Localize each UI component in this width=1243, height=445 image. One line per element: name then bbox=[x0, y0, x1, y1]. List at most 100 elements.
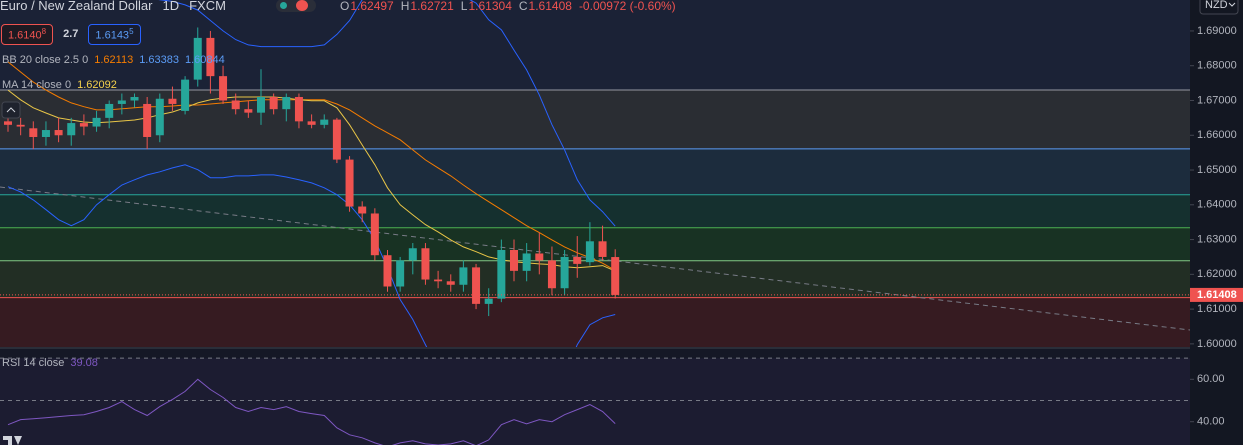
candle-body bbox=[16, 124, 25, 127]
level-fills bbox=[0, 0, 1190, 347]
level-fill bbox=[0, 227, 1190, 261]
candle-body bbox=[269, 97, 278, 110]
candle-body bbox=[484, 298, 493, 304]
candle-body bbox=[497, 249, 506, 299]
bb-basis-value: 1.62113 bbox=[94, 54, 134, 66]
ohlc-value: 1.62721 bbox=[410, 0, 454, 13]
spread: 2.7 bbox=[63, 28, 79, 41]
collapse-button[interactable] bbox=[1, 101, 21, 119]
collapse-icon bbox=[6, 107, 16, 113]
rsi-band-fill bbox=[0, 358, 1190, 445]
ohlc-value: 1.61304 bbox=[468, 0, 512, 13]
rsi-line bbox=[7, 378, 616, 445]
bb-legend: BB 20 close 2.5 0 1.62113 1.63383 1.6084… bbox=[2, 54, 231, 66]
candle-body bbox=[585, 241, 594, 263]
bid-pip: 8 bbox=[41, 27, 47, 36]
status-pill[interactable] bbox=[275, 0, 316, 12]
candle-body bbox=[219, 76, 228, 101]
candle-body bbox=[547, 260, 556, 289]
y-tick-label: 1.64000 bbox=[1197, 199, 1237, 211]
candle-body bbox=[598, 241, 607, 257]
candle-body bbox=[4, 121, 12, 125]
candle-body bbox=[408, 248, 417, 261]
dropdown-chevron bbox=[1228, 2, 1236, 7]
candle-body bbox=[155, 98, 164, 136]
level-fill bbox=[0, 90, 1190, 149]
candle-body bbox=[472, 267, 481, 304]
candle-body bbox=[54, 130, 63, 136]
ohlc-legend: O 1.62497 H 1.62721 L 1.61304 C 1.61408 -0.0… bbox=[340, 0, 683, 13]
candle-body bbox=[307, 121, 316, 125]
candle-body bbox=[459, 267, 468, 285]
ohlc-key: O bbox=[340, 0, 350, 13]
rsi-legend: RSI 14 close 39.08 bbox=[2, 357, 104, 369]
candle-body bbox=[370, 213, 379, 256]
source: FXCM bbox=[189, 0, 226, 13]
ask: 1.6143 bbox=[95, 29, 130, 42]
candle-body bbox=[421, 248, 430, 280]
y-tick-label: 1.63000 bbox=[1197, 233, 1237, 245]
candle-body bbox=[193, 37, 202, 80]
candle-body bbox=[396, 260, 405, 287]
level-fill bbox=[0, 148, 1190, 195]
rsi-tick-label: 40.00 bbox=[1197, 416, 1225, 428]
event-dot bbox=[295, 0, 308, 11]
ma-value: 1.62092 bbox=[77, 79, 117, 91]
y-tick-label: 1.68000 bbox=[1197, 60, 1237, 72]
y-tick-label: 1.61000 bbox=[1197, 303, 1237, 315]
candle-body bbox=[611, 257, 620, 295]
price-axis: 1.69000 1.68000 1.67000 1.66000 1.65000 1.640… bbox=[1190, 25, 1243, 428]
level-fill bbox=[0, 260, 1190, 298]
candle-body bbox=[117, 100, 126, 104]
candle-body bbox=[535, 253, 544, 261]
ohlc-key: C bbox=[518, 0, 528, 13]
ma-legend: MA 14 close 0 1.62092 bbox=[2, 79, 123, 91]
buy-button[interactable]: 1.61435 bbox=[88, 24, 141, 45]
candle-body bbox=[560, 256, 569, 289]
rsi-tick-label: 60.00 bbox=[1197, 373, 1225, 385]
bid: 1.6140 bbox=[8, 29, 42, 42]
market-dot bbox=[279, 2, 287, 9]
y-tick-label: 1.69000 bbox=[1197, 25, 1237, 37]
trade-buttons: 1.61408 2.7 1.61435 bbox=[1, 24, 141, 45]
bb-lower-value: 1.60844 bbox=[184, 54, 225, 66]
candle-body bbox=[522, 253, 531, 271]
candle-body bbox=[206, 37, 215, 77]
y-tick-label: 1.67000 bbox=[1197, 94, 1237, 106]
candle-body bbox=[320, 119, 329, 125]
candle-body bbox=[105, 103, 114, 118]
candle-body bbox=[434, 279, 443, 282]
symbol-title: Euro / New Zealand Dollar bbox=[0, 0, 153, 13]
ma-name: MA 14 close 0 bbox=[2, 79, 72, 91]
rsi-value: 39.08 bbox=[70, 357, 98, 369]
candle-body bbox=[383, 255, 392, 287]
ohlc-value: 1.61408 bbox=[528, 0, 572, 13]
rsi-pane bbox=[0, 357, 1190, 445]
candle-body bbox=[143, 103, 152, 137]
ohlc-value: 1.62497 bbox=[350, 0, 394, 13]
ask-pip: 5 bbox=[129, 27, 134, 36]
price-pane bbox=[0, 0, 1190, 347]
candle-body bbox=[92, 117, 101, 127]
candle-body bbox=[510, 249, 518, 271]
candle-body bbox=[168, 98, 177, 104]
candle-body bbox=[130, 97, 139, 101]
candle-body bbox=[231, 100, 240, 110]
ohlc-key: L bbox=[460, 0, 468, 13]
symbol-header: Euro / New Zealand Dollar 1D FXCM bbox=[0, 0, 326, 13]
candle-body bbox=[181, 79, 190, 111]
level-fill bbox=[0, 0, 1190, 91]
candle-body bbox=[294, 97, 303, 122]
candle-body bbox=[79, 123, 88, 127]
y-tick-label: 1.60000 bbox=[1197, 338, 1237, 350]
trend-line bbox=[0, 186, 1190, 331]
bb-lower bbox=[7, 164, 616, 347]
logo bbox=[3, 436, 22, 445]
candle-body bbox=[573, 256, 582, 264]
candle-body bbox=[244, 109, 253, 113]
price-label-box bbox=[1190, 287, 1243, 302]
currency-box[interactable] bbox=[1199, 0, 1239, 15]
y-tick-label: 1.65000 bbox=[1197, 164, 1237, 176]
sell-button[interactable]: 1.61408 bbox=[1, 24, 54, 45]
